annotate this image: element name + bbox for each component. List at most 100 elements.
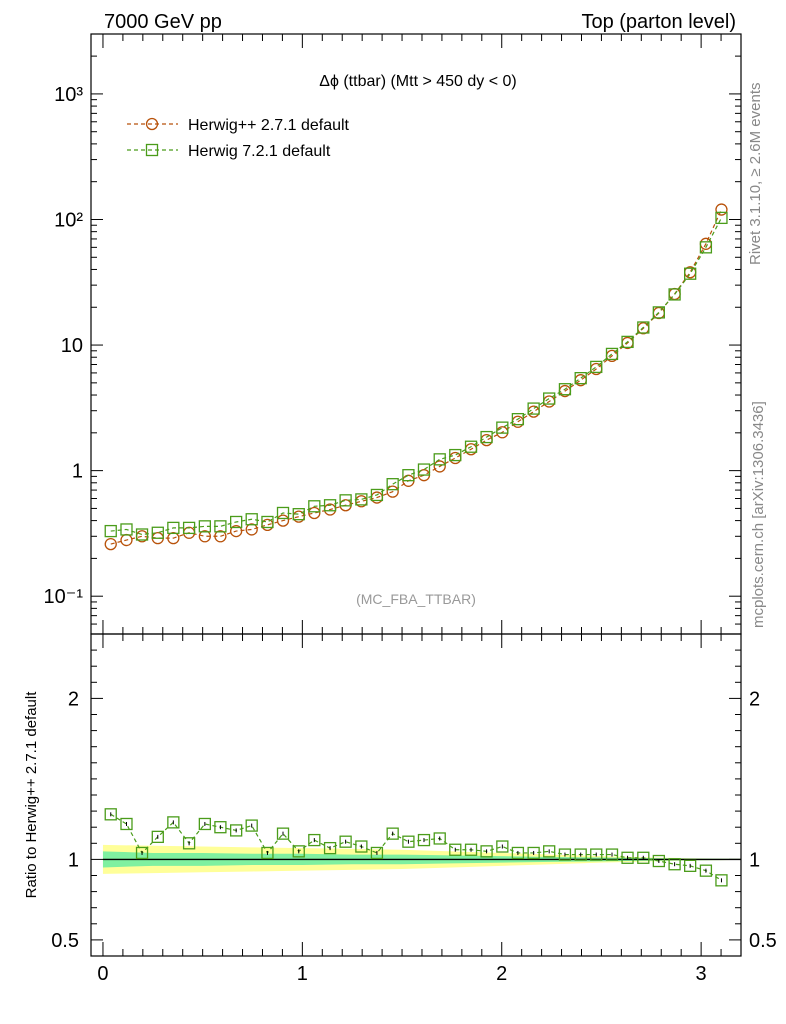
data-point-circle [198,530,211,543]
ratio-data-point-square [245,819,258,832]
data-point-square [292,508,305,521]
mcplots-label: mcplots.cern.ch [arXiv:1306.3436] [750,401,767,628]
legend-label-herwig7: Herwig 7.2.1 default [188,143,331,160]
ratio-y-tick-label: 0.5 [51,930,79,952]
data-point-square [527,402,540,415]
data-point-square [605,347,619,361]
data-point-circle [167,531,180,545]
legend: Herwig++ 2.7.1 default Herwig 7.2.1 defa… [127,117,350,160]
ratio-data-point-square [402,835,415,848]
data-point-square [135,528,149,541]
ratio-data-point-square [684,859,697,872]
ratio-data-point-square [668,858,681,871]
ratio-data-point-square [230,824,243,837]
data-point-square [715,211,728,225]
y-tick-label: 10² [54,209,83,231]
process-label: Top (parton level) [581,11,736,33]
main-axes: 10⁻¹ 1 10 10² 10³ [44,33,742,635]
data-point-square [402,469,415,482]
ratio-data-point-square [104,808,117,821]
data-point-square [198,520,211,533]
data-point-square [433,453,446,466]
data-point-square [480,430,493,444]
data-point-circle [104,537,117,551]
series-line-0 [110,209,723,545]
data-point-square [167,521,180,535]
data-point-square [120,523,133,536]
data-point-circle [276,514,290,527]
y-tick-label: 10³ [54,84,83,106]
energy-label: 7000 GeV pp [104,11,222,33]
ratio-data-point-square [621,851,634,864]
ratio-data-point-square [605,848,619,861]
legend-label-herwigpp: Herwig++ 2.7.1 default [188,117,350,134]
y-tick-label: 10⁻¹ [44,586,84,608]
ratio-data-point-square [276,827,290,840]
ratio-data-point-square [449,843,462,856]
ratio-data-point-square [543,845,556,858]
analysis-tag: (MC_FBA_TTBAR) [356,591,476,607]
data-point-square [543,392,556,405]
data-point-square [214,520,227,533]
ratio-data-point-square [167,816,180,829]
data-point-circle [230,524,243,538]
ratio-data-point-square [339,835,352,848]
data-point-square [590,360,603,374]
main-plot-marks [104,203,728,551]
ratio-y-tick-label-right: 0.5 [749,930,777,952]
data-point-circle [308,506,321,520]
y-tick-label: 1 [72,461,83,483]
ratio-data-point-square [198,817,211,831]
y-tick-label: 10 [61,335,83,357]
ratio-y-tick-label: 2 [68,688,79,710]
data-point-circle [715,203,728,216]
x-tick-label: 0 [97,963,108,985]
data-point-square [308,500,321,513]
data-point-square [355,493,368,506]
data-point-square [621,335,634,349]
legend-entry-herwig7: Herwig 7.2.1 default [127,143,331,160]
data-point-square [151,526,164,539]
plot-title: Δϕ (ttbar) (Mtt > 450 dy < 0) [319,73,517,90]
ratio-data-point-square [261,846,274,860]
data-point-square [496,421,509,434]
legend-entry-herwigpp: Herwig++ 2.7.1 default [127,117,350,134]
ratio-data-point-square [652,854,666,868]
series-line-1 [110,217,722,536]
ratio-data-point-square [527,846,540,860]
ratio-y-tick-label-right: 1 [749,849,760,871]
ratio-data-point-square [370,846,384,860]
ratio-panel: 0.5 0.5 1 1 2 2 0 1 2 3 Ratio to Herwig++ 2.7.1 d… [23,633,777,985]
data-point-square [464,440,478,453]
data-point-circle [449,451,462,465]
ratio-data-point-square [292,845,305,858]
legend-marker-square [145,143,159,157]
ratio-data-point-square [323,841,337,855]
ratio-y-tick-label-right: 2 [749,688,760,710]
data-point-square [668,288,681,301]
ratio-data-point-square [386,827,399,840]
ratio-data-point-square [433,832,446,845]
ratio-data-point-square [151,830,164,844]
data-point-square [339,494,352,507]
ratio-y-tick-label: 1 [68,849,79,871]
x-tick-label: 3 [696,963,707,985]
ratio-plot-marks [102,808,741,887]
ratio-data-point-square [355,840,368,853]
data-point-square [386,478,399,491]
ratio-data-point-square [480,845,493,858]
data-point-square [245,513,258,526]
ratio-data-point-square [417,833,431,847]
ratio-data-point-square [715,874,728,887]
data-point-square [370,488,384,502]
x-tick-label: 2 [496,963,507,985]
ratio-y-label: Ratio to Herwig++ 2.7.1 default [23,691,40,899]
ratio-data-point-square [464,843,478,856]
ratio-data-point-square [574,848,587,861]
data-point-square [261,515,274,529]
ratio-data-point-square [120,817,133,831]
data-point-circle [386,485,399,498]
data-point-square [104,524,117,538]
ratio-data-point-square [511,846,525,860]
data-point-square [574,372,587,385]
